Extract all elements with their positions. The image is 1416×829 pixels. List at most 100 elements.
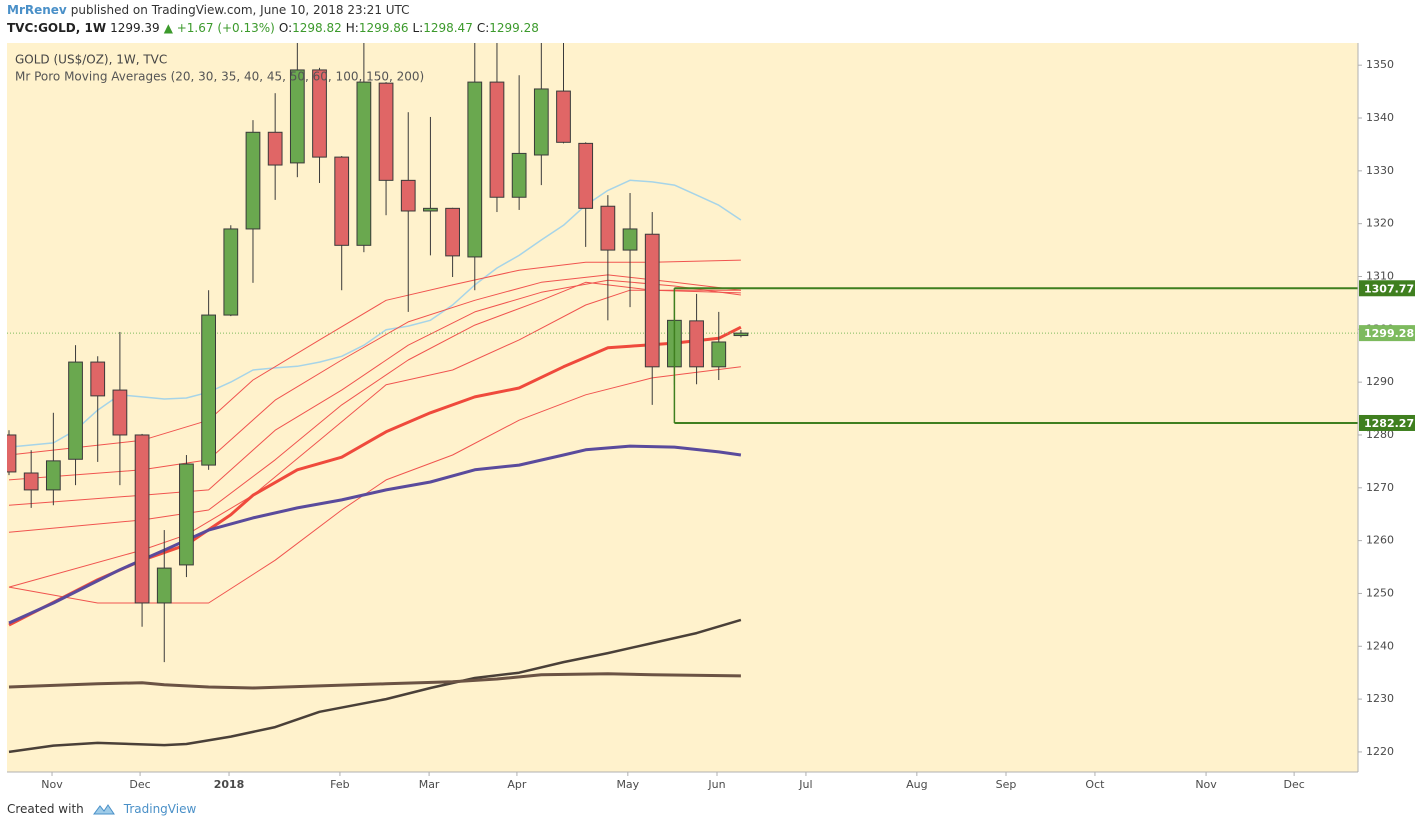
candle-body bbox=[511, 152, 527, 198]
moving-average bbox=[8, 618, 742, 754]
moving-average bbox=[8, 672, 741, 690]
price-tag bbox=[1359, 280, 1415, 297]
candle-body bbox=[23, 472, 39, 491]
candle-body bbox=[445, 207, 460, 257]
candle-body bbox=[378, 82, 394, 181]
publish-line: MrRenev published on TradingView.com, Ju… bbox=[7, 3, 410, 17]
candle-body bbox=[689, 320, 704, 368]
candle-body bbox=[112, 389, 128, 436]
moving-average bbox=[8, 444, 742, 625]
candle-body bbox=[711, 341, 727, 368]
y-tick-label: 1350 bbox=[1366, 58, 1394, 71]
ohlc-item: L: 1298.47 bbox=[412, 21, 472, 35]
ohlc-label: L: bbox=[412, 21, 424, 35]
last-price: 1299.39 bbox=[110, 21, 160, 35]
price-tag-label: 1299.28 bbox=[1364, 327, 1414, 340]
candle-body bbox=[423, 207, 438, 212]
chart-title: GOLD (US$/OZ), 1W, TVC bbox=[15, 53, 167, 67]
ohlc-label: O: bbox=[278, 21, 293, 35]
ohlc-value: 1299.28 bbox=[489, 21, 539, 35]
candle-body bbox=[267, 131, 283, 166]
y-tick-label: 1240 bbox=[1366, 639, 1394, 652]
candle-body bbox=[45, 460, 61, 491]
footer: Created with TradingView bbox=[7, 802, 196, 816]
ohlc-item: O: 1298.82 bbox=[279, 21, 342, 35]
y-tick-label: 1290 bbox=[1366, 375, 1394, 388]
candle-body bbox=[245, 131, 261, 230]
candle-body bbox=[134, 434, 150, 604]
candle-body bbox=[312, 69, 327, 158]
logo bbox=[92, 804, 115, 815]
y-tick-label: 1230 bbox=[1366, 692, 1394, 705]
ohlc-value: 1298.82 bbox=[292, 21, 342, 35]
candle-body bbox=[400, 179, 416, 212]
change: ▲ +1.67 (+0.13%) bbox=[163, 21, 275, 35]
x-tick-label: Dec bbox=[129, 778, 150, 791]
candle-body bbox=[201, 314, 216, 466]
candle-body bbox=[334, 156, 350, 246]
candle-body bbox=[733, 332, 749, 337]
x-tick-label: Nov bbox=[1195, 778, 1217, 791]
price-tag bbox=[1359, 414, 1415, 431]
y-tick-label: 1270 bbox=[1366, 481, 1394, 494]
x-tick-label: Nov bbox=[41, 778, 63, 791]
brand[interactable]: TradingView bbox=[123, 802, 197, 816]
ohlc-label: C: bbox=[476, 21, 490, 35]
x-tick-label: Feb bbox=[330, 778, 349, 791]
x-tick-label: Jul bbox=[798, 778, 812, 791]
y-tick-label: 1260 bbox=[1366, 534, 1394, 547]
x-tick-label: Apr bbox=[507, 778, 527, 791]
candle-body bbox=[533, 88, 549, 156]
moving-average bbox=[8, 289, 741, 588]
candle-body bbox=[223, 228, 239, 316]
candle-body bbox=[556, 90, 571, 143]
x-tick-label: Sep bbox=[996, 778, 1017, 791]
plot-background bbox=[7, 43, 1358, 772]
y-tick-label: 1330 bbox=[1366, 164, 1394, 177]
ohlc-label: H: bbox=[345, 21, 359, 35]
moving-average bbox=[8, 179, 742, 448]
y-tick-label: 1310 bbox=[1366, 269, 1394, 282]
candle-body bbox=[467, 81, 483, 258]
published: published on TradingView.com, June 10, 2… bbox=[70, 3, 410, 17]
x-tick-label: Aug bbox=[906, 778, 927, 791]
x-tick-label: Dec bbox=[1283, 778, 1304, 791]
ohlc-item: C: 1299.28 bbox=[477, 21, 539, 35]
y-tick-label: 1340 bbox=[1366, 111, 1394, 124]
candle-body bbox=[7, 434, 17, 473]
price-tag-label: 1282.27 bbox=[1364, 417, 1414, 430]
author[interactable]: MrRenev bbox=[7, 3, 67, 17]
candle-body bbox=[578, 142, 594, 209]
price-tag bbox=[1359, 325, 1415, 342]
ohlc-value: 1298.47 bbox=[423, 21, 473, 35]
price-tag-label: 1307.77 bbox=[1364, 282, 1414, 295]
x-tick-label: 2018 bbox=[214, 778, 245, 791]
candle-body bbox=[622, 228, 638, 251]
x-tick-label: Mar bbox=[419, 778, 440, 791]
y-tick-label: 1220 bbox=[1366, 745, 1394, 758]
candle-body bbox=[356, 81, 372, 246]
ohlc-value: 1299.86 bbox=[358, 21, 409, 35]
x-tick-label: Oct bbox=[1085, 778, 1105, 791]
candle-body bbox=[289, 69, 305, 164]
candle-body bbox=[90, 361, 106, 397]
candle-body bbox=[156, 567, 172, 604]
moving-average bbox=[8, 325, 742, 627]
x-tick-label: May bbox=[616, 778, 639, 791]
y-tick-label: 1250 bbox=[1366, 586, 1394, 599]
symbol-line: TVC:GOLD, 1W 1299.39 ▲ +1.67 (+0.13%) O:… bbox=[7, 21, 539, 35]
symbol: TVC:GOLD, 1W bbox=[7, 21, 107, 35]
y-tick-label: 1280 bbox=[1366, 428, 1394, 441]
ohlc-item: H: 1299.86 bbox=[346, 21, 409, 35]
candle-body bbox=[600, 205, 616, 251]
candle-body bbox=[68, 361, 83, 460]
chart-subtitle: Mr Poro Moving Averages (20, 30, 35, 40,… bbox=[15, 70, 424, 84]
y-tick-label: 1320 bbox=[1366, 217, 1394, 230]
ohlc: O: 1298.82 H: 1299.86 L: 1298.47 C: 1299.28 bbox=[279, 21, 539, 35]
candle-body bbox=[489, 81, 505, 198]
candle-body bbox=[179, 463, 194, 566]
candle-body bbox=[644, 233, 660, 368]
x-tick-label: Jun bbox=[707, 778, 725, 791]
